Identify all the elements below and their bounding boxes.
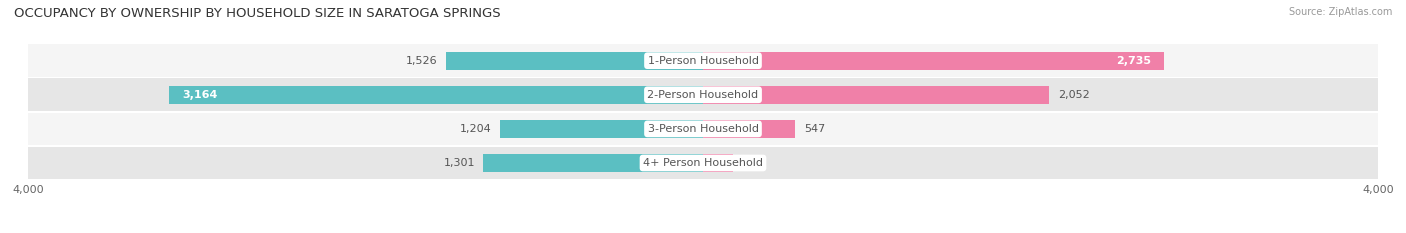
Bar bbox=[703, 86, 1049, 104]
Bar bbox=[703, 52, 1164, 70]
Text: 1-Person Household: 1-Person Household bbox=[648, 56, 758, 66]
Text: 2-Person Household: 2-Person Household bbox=[647, 90, 759, 100]
Bar bbox=[446, 52, 703, 70]
Text: 2,052: 2,052 bbox=[1057, 90, 1090, 100]
Bar bbox=[28, 147, 1378, 179]
Bar bbox=[501, 120, 703, 138]
Text: 547: 547 bbox=[804, 124, 825, 134]
Text: 4+ Person Household: 4+ Person Household bbox=[643, 158, 763, 168]
Text: 2,735: 2,735 bbox=[1116, 56, 1152, 66]
Text: 1,526: 1,526 bbox=[405, 56, 437, 66]
Bar bbox=[169, 86, 703, 104]
Bar bbox=[28, 113, 1378, 145]
Text: 175: 175 bbox=[741, 158, 762, 168]
Text: 3-Person Household: 3-Person Household bbox=[648, 124, 758, 134]
Bar bbox=[703, 154, 733, 172]
Text: 3,164: 3,164 bbox=[183, 90, 218, 100]
Bar bbox=[703, 120, 796, 138]
Text: 1,204: 1,204 bbox=[460, 124, 492, 134]
Bar bbox=[484, 154, 703, 172]
Bar bbox=[28, 44, 1378, 77]
Text: 1,301: 1,301 bbox=[443, 158, 475, 168]
Text: Source: ZipAtlas.com: Source: ZipAtlas.com bbox=[1288, 7, 1392, 17]
Text: OCCUPANCY BY OWNERSHIP BY HOUSEHOLD SIZE IN SARATOGA SPRINGS: OCCUPANCY BY OWNERSHIP BY HOUSEHOLD SIZE… bbox=[14, 7, 501, 20]
Bar bbox=[28, 79, 1378, 111]
